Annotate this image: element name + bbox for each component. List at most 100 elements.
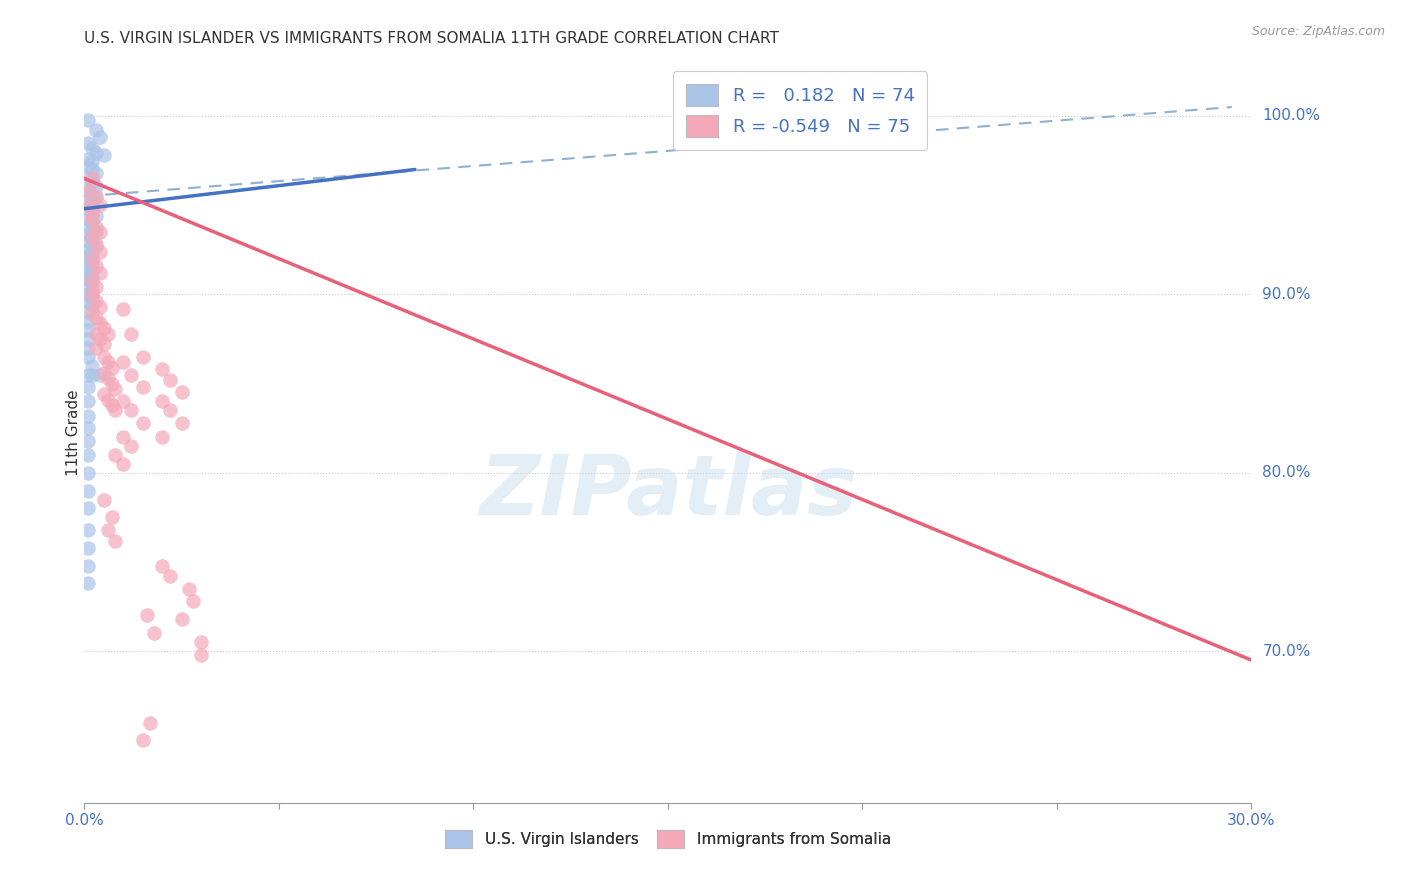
Point — [77, 341, 100, 355]
Point — [77, 368, 100, 382]
Point — [93, 148, 115, 162]
Point — [82, 187, 104, 202]
Point — [82, 298, 104, 312]
Point — [77, 305, 100, 319]
Point — [84, 123, 107, 137]
Legend: U.S. Virgin Islanders, Immigrants from Somalia: U.S. Virgin Islanders, Immigrants from S… — [439, 823, 897, 855]
Point — [89, 300, 111, 314]
Point — [93, 350, 115, 364]
Point — [170, 385, 193, 400]
Point — [179, 582, 201, 596]
Point — [89, 130, 111, 145]
Point — [77, 409, 100, 423]
Point — [150, 558, 173, 573]
Point — [120, 403, 142, 417]
Point — [159, 569, 181, 583]
Point — [104, 382, 127, 396]
Point — [82, 284, 104, 298]
Point — [77, 171, 100, 186]
Point — [82, 207, 104, 221]
Point — [77, 234, 100, 248]
Point — [82, 153, 104, 168]
Point — [97, 326, 120, 341]
Point — [77, 152, 100, 166]
Point — [159, 373, 181, 387]
Point — [77, 248, 100, 262]
Point — [190, 635, 212, 649]
Point — [77, 380, 100, 394]
Text: U.S. VIRGIN ISLANDER VS IMMIGRANTS FROM SOMALIA 11TH GRADE CORRELATION CHART: U.S. VIRGIN ISLANDER VS IMMIGRANTS FROM … — [84, 31, 779, 46]
Point — [181, 594, 204, 608]
Point — [82, 273, 104, 287]
Point — [77, 576, 100, 591]
Point — [77, 184, 100, 198]
Point — [132, 380, 155, 394]
Point — [77, 558, 100, 573]
Point — [77, 243, 100, 257]
Point — [82, 141, 104, 155]
Point — [77, 483, 100, 498]
Point — [77, 314, 100, 328]
Point — [77, 350, 100, 364]
Point — [84, 310, 107, 325]
Point — [84, 166, 107, 180]
Point — [143, 626, 166, 640]
Point — [84, 225, 107, 239]
Point — [84, 219, 107, 234]
Point — [82, 291, 104, 305]
Text: Source: ZipAtlas.com: Source: ZipAtlas.com — [1251, 25, 1385, 38]
Point — [82, 287, 104, 301]
Point — [82, 162, 104, 177]
Point — [132, 733, 155, 747]
Point — [84, 239, 107, 253]
Point — [170, 612, 193, 626]
Point — [84, 341, 107, 355]
Point — [77, 184, 100, 198]
Point — [100, 376, 122, 391]
Point — [82, 244, 104, 259]
Point — [120, 326, 142, 341]
Point — [159, 403, 181, 417]
Point — [77, 541, 100, 555]
Point — [93, 321, 115, 335]
Point — [100, 398, 122, 412]
Point — [77, 501, 100, 516]
Point — [82, 216, 104, 230]
Text: 100.0%: 100.0% — [1263, 109, 1320, 123]
Point — [77, 394, 100, 409]
Point — [93, 387, 115, 401]
Point — [82, 359, 104, 373]
Point — [82, 175, 104, 189]
Point — [112, 355, 135, 369]
Point — [89, 332, 111, 346]
Point — [82, 368, 104, 382]
Point — [120, 368, 142, 382]
Point — [190, 648, 212, 662]
Point — [84, 326, 107, 341]
Point — [82, 223, 104, 237]
Point — [77, 332, 100, 346]
Y-axis label: 11th Grade: 11th Grade — [66, 389, 80, 476]
Point — [84, 259, 107, 273]
Point — [77, 421, 100, 435]
Point — [84, 237, 107, 252]
Point — [97, 371, 120, 385]
Point — [82, 305, 104, 319]
Point — [82, 171, 104, 186]
Point — [97, 523, 120, 537]
Point — [93, 492, 115, 507]
Point — [84, 178, 107, 193]
Point — [132, 350, 155, 364]
Point — [100, 360, 122, 375]
Point — [77, 294, 100, 309]
Point — [77, 287, 100, 301]
Point — [139, 715, 162, 730]
Point — [77, 219, 100, 234]
Point — [120, 439, 142, 453]
Point — [77, 255, 100, 269]
Point — [89, 225, 111, 239]
Point — [84, 280, 107, 294]
Point — [77, 523, 100, 537]
Point — [89, 266, 111, 280]
Point — [77, 194, 100, 209]
